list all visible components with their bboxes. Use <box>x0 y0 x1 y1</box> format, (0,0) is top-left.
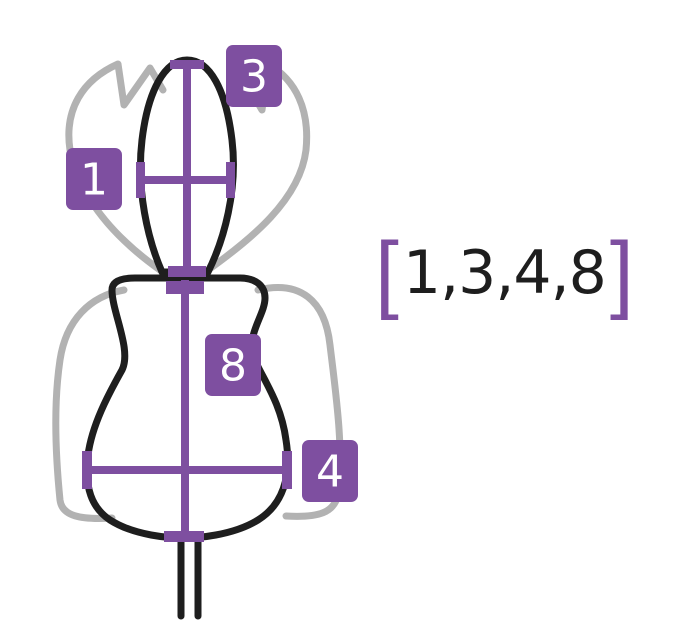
measure-8-line <box>181 280 189 538</box>
badge-4-label: 4 <box>316 447 344 498</box>
measure-4-right-cap <box>282 451 292 489</box>
measure-4-line <box>86 466 288 474</box>
measure-3-line <box>183 64 191 272</box>
measure-4-left-cap <box>82 451 92 489</box>
ghost-body-right <box>254 283 344 520</box>
measure-8-top-cap <box>166 281 204 294</box>
ghost-body-left <box>52 286 128 522</box>
measurement-vector: [ 1,3,4,8 ] <box>375 228 634 318</box>
measure-8-bottom-cap <box>164 531 204 542</box>
badge-1-label: 1 <box>80 155 108 206</box>
badge-8: 8 <box>205 334 261 396</box>
vector-close-bracket: ] <box>609 225 634 321</box>
badge-4: 4 <box>302 440 358 502</box>
measure-1-right-cap <box>226 162 235 198</box>
badge-3-label: 3 <box>240 52 268 103</box>
badge-1: 1 <box>66 148 122 210</box>
vector-open-bracket: [ <box>375 225 399 321</box>
badge-3: 3 <box>226 45 282 107</box>
measurement-lines <box>82 60 292 542</box>
measure-3-bottom-cap <box>168 266 206 277</box>
measure-1-line <box>140 176 232 184</box>
body-outline <box>83 274 292 542</box>
measure-3-top-cap <box>170 60 204 69</box>
vector-values: 1,3,4,8 <box>402 238 607 308</box>
measure-1-left-cap <box>136 162 145 198</box>
badge-8-label: 8 <box>219 341 247 392</box>
